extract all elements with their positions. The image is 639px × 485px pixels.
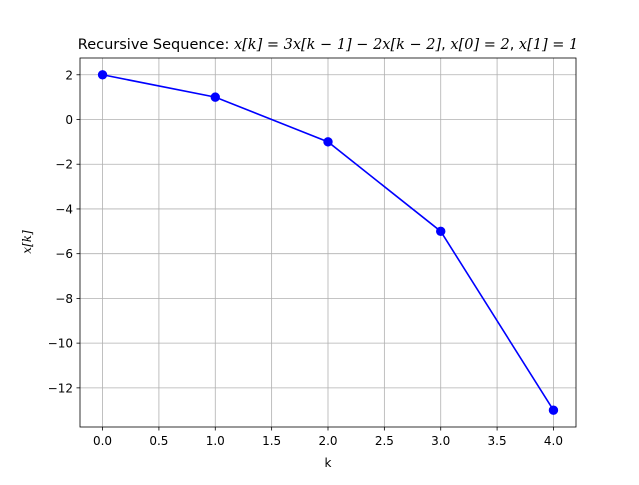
x-tick-label: 2.5 <box>375 434 394 448</box>
y-tick-label: −8 <box>55 292 73 306</box>
x-tick-label: 0.0 <box>93 434 112 448</box>
data-point <box>97 70 108 80</box>
grid-lines <box>80 58 576 427</box>
x-tick-label: 1.5 <box>262 434 281 448</box>
data-point <box>436 226 446 237</box>
data-point <box>548 405 559 415</box>
y-axis-label: x[k] <box>20 230 34 254</box>
x-tick-label: 4.0 <box>544 434 563 448</box>
y-tick-label: −10 <box>48 337 73 351</box>
y-axis-ticks: 2 0 −2 −4 −6 −8 −10 −12 <box>48 68 80 395</box>
y-tick-label: −12 <box>48 381 73 395</box>
x-tick-label: 2.0 <box>318 434 337 448</box>
y-tick-label: 2 <box>65 68 73 82</box>
chart-title-recurrence: x[k] = 3x[k − 1] − 2x[k − 2] <box>234 37 442 53</box>
x-axis-label: k <box>325 456 332 470</box>
data-point <box>323 137 333 147</box>
y-tick-label: −6 <box>55 247 73 261</box>
y-tick-label: −4 <box>55 202 73 216</box>
x-tick-label: 1.0 <box>206 434 225 448</box>
x-tick-label: 3.5 <box>488 434 507 448</box>
chart-title-prefix: Recursive Sequence: <box>78 37 234 53</box>
chart-title-initial-0: x[0] = 2 <box>450 37 509 53</box>
x-tick-label: 0.5 <box>149 434 168 448</box>
x-axis-ticks: 0.0 0.5 1.0 1.5 2.0 2.5 3.0 3.5 4.0 <box>93 427 563 448</box>
chart-title: Recursive Sequence: x[k] = 3x[k − 1] − 2… <box>78 37 578 53</box>
y-tick-label: −2 <box>55 158 73 172</box>
x-tick-label: 3.0 <box>431 434 450 448</box>
series-layer <box>97 70 559 415</box>
chart-title-initial-1: x[1] = 1 <box>519 37 578 53</box>
y-tick-label: 0 <box>65 113 73 127</box>
data-point <box>210 92 220 102</box>
